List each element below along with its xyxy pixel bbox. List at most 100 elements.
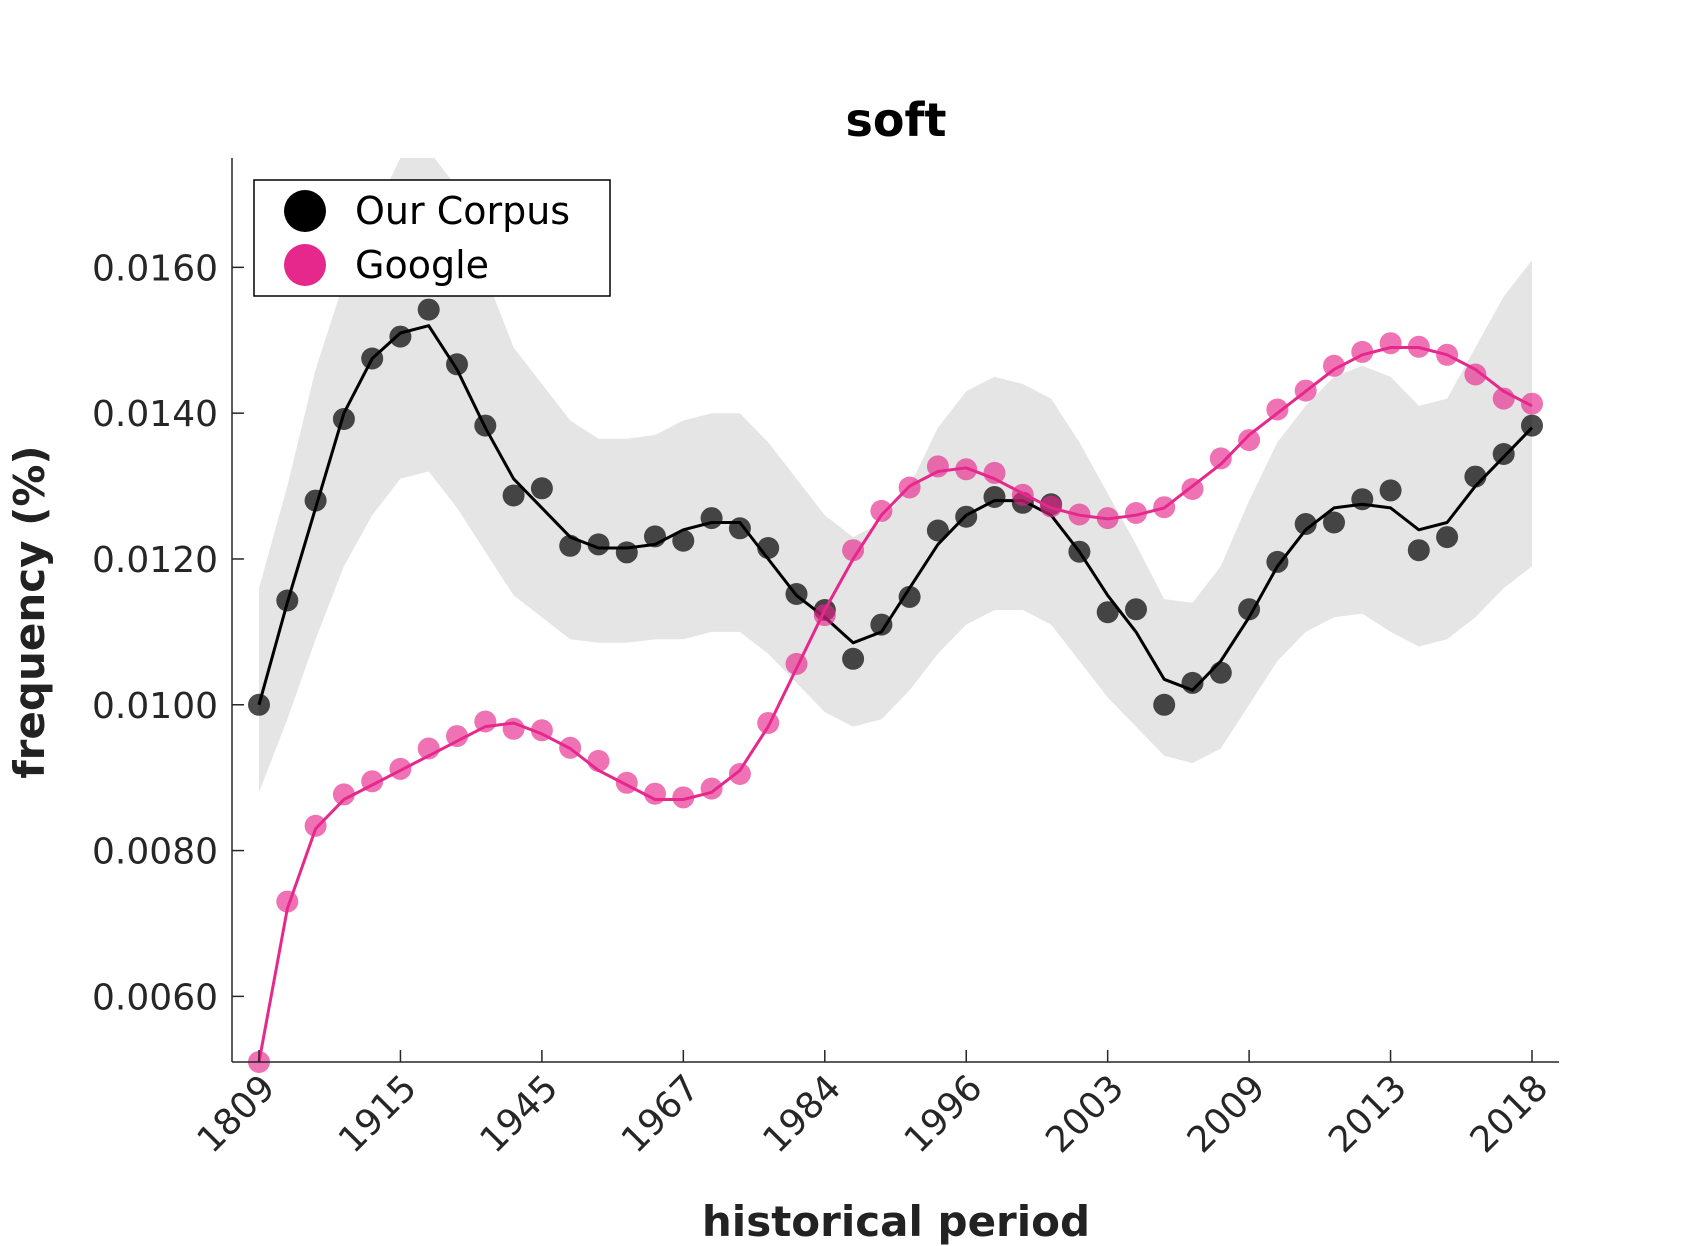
data-point-our-corpus — [474, 414, 497, 437]
data-point-our-corpus — [757, 537, 780, 559]
series-google — [248, 332, 1543, 1073]
data-point-google — [898, 476, 921, 499]
legend-label-our-corpus: Our Corpus — [355, 189, 570, 233]
x-tick-label: 2003 — [1038, 1067, 1132, 1161]
x-tick-label: 2009 — [1180, 1067, 1274, 1161]
x-tick-label: 2018 — [1463, 1067, 1557, 1161]
data-point-our-corpus — [248, 693, 270, 716]
y-tick-label: 0.0140 — [92, 394, 218, 435]
y-tick-label: 0.0080 — [92, 832, 218, 873]
data-point-google — [1096, 507, 1119, 530]
data-point-google — [361, 770, 384, 793]
data-point-our-corpus — [785, 583, 808, 605]
data-point-google — [1181, 478, 1204, 500]
data-point-our-corpus — [1436, 526, 1459, 549]
data-point-google — [530, 719, 553, 742]
data-point-google — [474, 710, 497, 733]
y-tick-label: 0.0160 — [92, 248, 218, 289]
data-point-our-corpus — [1464, 465, 1487, 488]
data-point-google — [728, 763, 751, 785]
data-point-our-corpus — [644, 525, 666, 548]
data-point-our-corpus — [1181, 671, 1204, 694]
data-point-google — [1294, 379, 1317, 402]
y-tick-label: 0.0060 — [92, 977, 218, 1018]
data-point-google — [1125, 502, 1147, 524]
x-tick-label: 1967 — [614, 1067, 708, 1161]
data-point-our-corpus — [1266, 550, 1289, 573]
data-point-our-corpus — [417, 298, 440, 321]
data-point-google — [1351, 340, 1374, 363]
data-point-google — [615, 771, 638, 794]
data-point-google — [502, 717, 525, 740]
legend-marker-our-corpus — [284, 190, 326, 232]
data-point-our-corpus — [615, 541, 638, 564]
y-axis-label: frequency (%) — [5, 445, 54, 778]
data-point-our-corpus — [842, 647, 865, 670]
data-point-our-corpus — [559, 534, 582, 557]
data-point-our-corpus — [728, 517, 751, 540]
data-point-our-corpus — [587, 533, 610, 556]
data-point-our-corpus — [1238, 598, 1261, 621]
data-point-google — [1379, 332, 1402, 355]
data-point-google — [813, 604, 836, 627]
y-tick-label: 0.0100 — [92, 686, 218, 727]
data-point-our-corpus — [1379, 479, 1402, 502]
series-our-corpus — [248, 298, 1543, 716]
data-point-google — [1436, 343, 1459, 366]
legend: Our Corpus Google — [253, 179, 611, 297]
data-point-our-corpus — [304, 489, 327, 512]
data-point-our-corpus — [1209, 661, 1232, 684]
data-point-google — [389, 757, 412, 780]
data-point-google — [1068, 503, 1091, 526]
data-point-our-corpus — [926, 519, 949, 542]
data-point-our-corpus — [1407, 539, 1430, 562]
x-tick-label: 1915 — [331, 1067, 425, 1161]
confidence-band-our-corpus — [259, 158, 1532, 793]
data-point-google — [1011, 483, 1034, 506]
data-point-google — [870, 499, 893, 522]
data-point-google — [332, 783, 355, 806]
data-point-google — [1238, 429, 1261, 452]
data-point-google — [1323, 354, 1345, 377]
data-point-google — [955, 458, 978, 481]
data-point-google — [446, 725, 468, 748]
data-point-google — [785, 652, 808, 675]
data-point-our-corpus — [1096, 601, 1119, 624]
data-point-google — [842, 539, 865, 562]
data-point-google — [417, 737, 440, 760]
data-point-google — [1521, 392, 1543, 415]
data-point-google — [926, 455, 949, 478]
data-point-our-corpus — [898, 585, 921, 608]
data-point-our-corpus — [1294, 513, 1317, 535]
chart-title: soft — [846, 93, 947, 147]
data-point-our-corpus — [389, 325, 412, 348]
data-point-our-corpus — [530, 477, 553, 500]
data-point-google — [304, 814, 327, 837]
data-point-our-corpus — [1521, 414, 1543, 437]
data-point-our-corpus — [672, 529, 695, 552]
data-point-our-corpus — [361, 347, 384, 370]
data-point-our-corpus — [276, 589, 299, 612]
series-line-google — [257, 346, 1533, 1063]
data-point-our-corpus — [1323, 511, 1345, 534]
data-point-our-corpus — [1351, 488, 1374, 511]
data-point-our-corpus — [870, 613, 893, 636]
x-tick-label: 1996 — [897, 1067, 991, 1161]
data-point-google — [1407, 335, 1430, 358]
x-tick-label: 1809 — [190, 1067, 284, 1161]
data-point-google — [559, 736, 582, 759]
data-point-google — [276, 890, 299, 913]
data-point-google — [983, 461, 1006, 484]
legend-marker-google — [284, 244, 326, 286]
data-point-google — [700, 777, 723, 800]
data-point-google — [1464, 363, 1487, 386]
data-point-google — [672, 786, 695, 809]
data-point-google — [1209, 447, 1232, 470]
data-point-our-corpus — [1125, 598, 1147, 621]
data-point-our-corpus — [955, 505, 978, 528]
x-axis-label: historical period — [702, 1197, 1090, 1246]
series-line-our-corpus — [257, 324, 1534, 706]
y-tick-label: 0.0120 — [92, 540, 218, 581]
data-point-our-corpus — [1068, 540, 1091, 563]
